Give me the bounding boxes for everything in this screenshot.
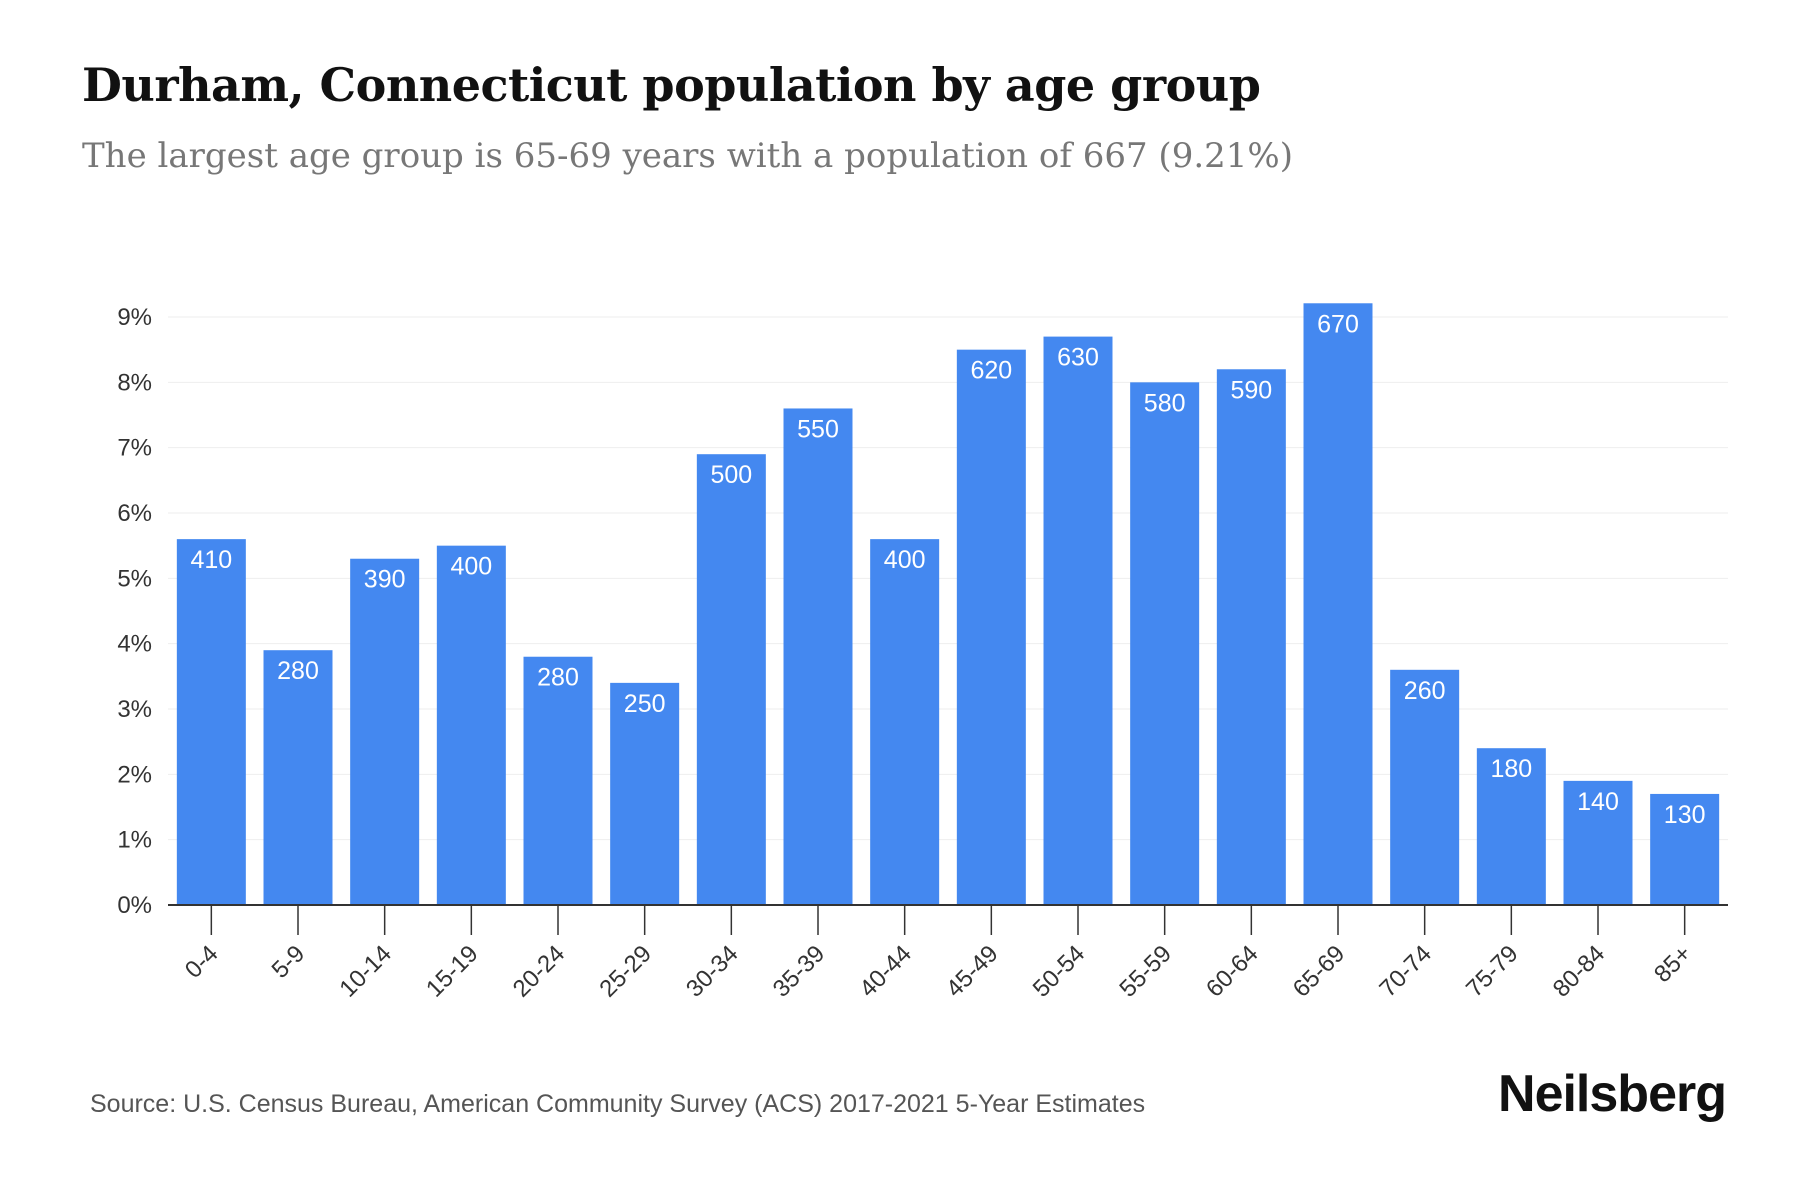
x-tick-label: 85+ [1649, 940, 1697, 988]
bar-value-label: 250 [624, 690, 666, 718]
x-tick-label: 60-64 [1201, 940, 1264, 1003]
x-tick-label: 20-24 [508, 940, 571, 1003]
bar [1130, 382, 1200, 905]
bar-value-label: 130 [1664, 801, 1706, 829]
bar-value-label: 620 [970, 357, 1012, 385]
bar [350, 558, 420, 905]
x-tick-label: 15-19 [421, 940, 484, 1003]
x-tick-label: 35-39 [768, 940, 831, 1003]
y-tick-label: 0% [117, 892, 152, 919]
x-tick-label: 10-14 [334, 940, 397, 1003]
chart-subtitle: The largest age group is 65-69 years wit… [82, 136, 1293, 176]
y-tick-label: 5% [117, 565, 152, 592]
x-tick-label: 75-79 [1461, 940, 1524, 1003]
bar-value-label: 410 [190, 546, 232, 574]
bar [696, 454, 766, 905]
y-tick-label: 1% [117, 827, 152, 854]
x-tick-label: 70-74 [1374, 940, 1437, 1003]
bar [870, 539, 940, 905]
bars [176, 303, 1720, 906]
bar [1043, 336, 1113, 906]
bar [783, 408, 853, 905]
bar-value-label: 550 [797, 415, 839, 443]
bar [1216, 369, 1286, 905]
bar-value-label: 580 [1144, 389, 1186, 417]
bar-value-label: 590 [1230, 376, 1272, 404]
bar-value-label: 500 [710, 461, 752, 489]
bar-value-label: 180 [1490, 755, 1532, 783]
bar-value-label: 280 [277, 657, 319, 685]
x-tick-label: 5-9 [267, 940, 311, 984]
bar [263, 650, 333, 905]
bar [610, 682, 680, 905]
x-tick-label: 55-59 [1114, 940, 1177, 1003]
bar-value-label: 400 [450, 553, 492, 581]
bar-value-label: 280 [537, 664, 579, 692]
bar [1476, 748, 1546, 905]
brand-logo: Neilsberg [1498, 1065, 1727, 1123]
x-axis: 0-4 5-9 10-14 15-19 20-24 25-29 30-34 35-39 40-4… [168, 904, 1728, 1003]
bar [1303, 303, 1373, 905]
source-note: Source: U.S. Census Bureau, American Com… [90, 1090, 1146, 1118]
bar [176, 539, 246, 905]
bar [523, 656, 593, 905]
y-tick-label: 2% [117, 761, 152, 788]
x-tick-label: 30-34 [681, 940, 744, 1003]
bar-value-label: 400 [884, 546, 926, 574]
x-tick-label: 80-84 [1548, 940, 1611, 1003]
x-tick-label: 25-29 [594, 940, 657, 1003]
chart-title: Durham, Connecticut population by age gr… [82, 58, 1261, 112]
y-tick-label: 9% [117, 304, 152, 331]
y-tick-label: 6% [117, 500, 152, 527]
y-tick-label: 7% [117, 435, 152, 462]
bar [1563, 780, 1633, 905]
bar-value-label: 390 [364, 566, 406, 594]
bar [1650, 793, 1720, 905]
x-tick-label: 45-49 [941, 940, 1004, 1003]
y-tick-label: 8% [117, 369, 152, 396]
x-tick-label: 40-44 [854, 940, 917, 1003]
bar [436, 545, 506, 905]
bar-value-label: 140 [1577, 788, 1619, 816]
x-tick-label: 50-54 [1028, 940, 1091, 1003]
bar-value-label: 630 [1057, 344, 1099, 372]
bar-labels: 410 280 390 400 280 250 500 550 400 620 630 580 590 6… [190, 310, 1705, 829]
grid-lines [168, 316, 1728, 841]
bar [1390, 669, 1460, 905]
y-axis-ticks: 0% 1% 2% 3% 4% 5% 6% 7% 8% 9% [117, 304, 152, 919]
x-tick-label: 65-69 [1288, 940, 1351, 1003]
y-tick-label: 3% [117, 696, 152, 723]
y-tick-label: 4% [117, 631, 152, 658]
bar-value-label: 260 [1404, 677, 1446, 705]
x-tick-label: 0-4 [180, 940, 224, 984]
bar [956, 349, 1026, 906]
bar-value-label: 670 [1317, 310, 1359, 338]
